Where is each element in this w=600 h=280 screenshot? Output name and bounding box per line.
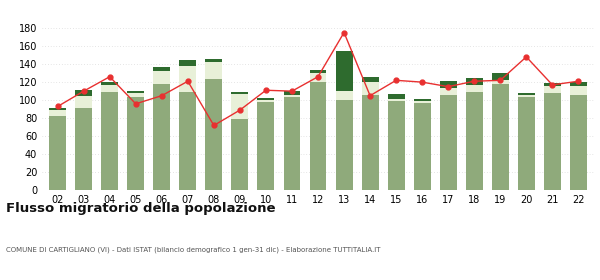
Bar [335,91,353,100]
Bar [179,60,196,66]
Bar [205,62,223,78]
Bar [154,71,170,84]
Bar [49,108,66,110]
Bar [570,95,587,190]
Bar [440,88,457,95]
Bar [101,85,118,92]
Bar [362,82,379,95]
Bar [440,95,457,190]
Bar [362,77,379,82]
Bar [49,116,66,190]
Bar [413,103,431,190]
Bar [127,93,144,97]
Bar [310,73,326,82]
Bar [257,100,274,102]
Bar [466,85,482,92]
Bar [101,92,118,190]
Bar [310,69,326,73]
Bar [362,95,379,190]
Bar [75,96,92,108]
Bar [335,100,353,190]
Bar [492,80,509,84]
Bar [570,86,587,95]
Bar [257,102,274,190]
Bar [284,91,301,95]
Bar [232,119,248,190]
Bar [49,110,66,116]
Bar [335,51,353,91]
Bar [284,95,301,97]
Bar [570,82,587,86]
Bar [154,67,170,71]
Bar [388,94,404,99]
Bar [75,108,92,190]
Bar [179,66,196,92]
Bar [127,91,144,93]
Bar [492,73,509,80]
Bar [413,99,431,101]
Bar [518,93,535,95]
Bar [205,78,223,190]
Text: COMUNE DI CARTIGLIANO (VI) - Dati ISTAT (bilancio demografico 1 gen-31 dic) - El: COMUNE DI CARTIGLIANO (VI) - Dati ISTAT … [6,246,380,253]
Bar [257,98,274,100]
Bar [284,97,301,190]
Bar [101,82,118,85]
Bar [466,92,482,190]
Bar [154,84,170,190]
Bar [544,93,561,190]
Bar [310,82,326,190]
Bar [544,86,561,93]
Bar [232,92,248,94]
Bar [518,95,535,97]
Bar [518,97,535,190]
Bar [413,101,431,103]
Bar [544,83,561,86]
Bar [232,94,248,119]
Bar [75,90,92,96]
Bar [205,59,223,62]
Bar [127,97,144,190]
Bar [388,101,404,190]
Text: Flusso migratorio della popolazione: Flusso migratorio della popolazione [6,202,275,214]
Bar [440,81,457,88]
Bar [492,84,509,190]
Bar [388,99,404,101]
Bar [179,92,196,190]
Bar [466,78,482,85]
